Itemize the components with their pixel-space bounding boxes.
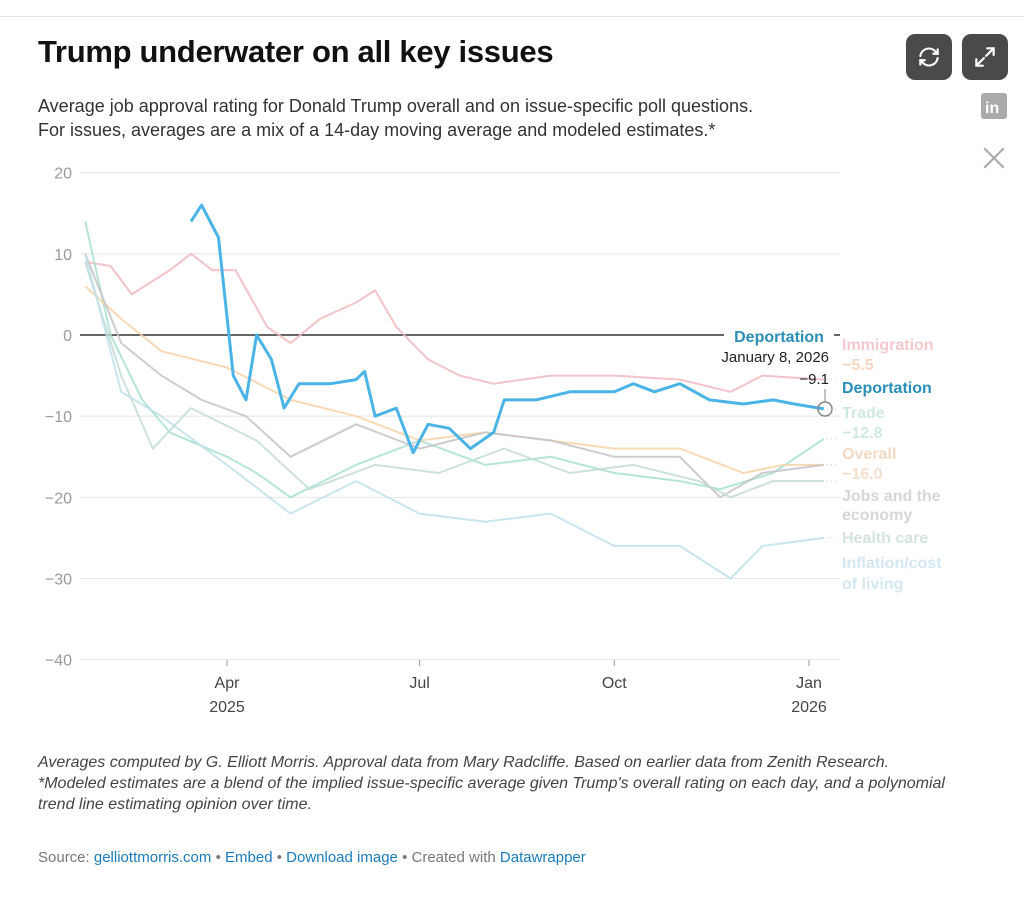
- y-tick-label: 20: [54, 166, 72, 183]
- x-tick-label: Apr: [215, 675, 241, 692]
- annotation-series: Deportation: [734, 329, 824, 346]
- x-share-button[interactable]: [980, 144, 1008, 172]
- expand-button[interactable]: [962, 34, 1008, 80]
- refresh-icon: [919, 47, 939, 67]
- subtitle-line: Average job approval rating for Donald T…: [38, 96, 754, 116]
- expand-icon: [975, 47, 995, 67]
- annotation: Deportation January 8, 2026 −9.1: [721, 325, 840, 417]
- source-label: Source:: [38, 849, 90, 866]
- series-line-trade: [84, 221, 825, 499]
- x-icon: [983, 147, 1005, 169]
- separator: •: [276, 849, 282, 866]
- y-tick-label: −20: [45, 490, 72, 507]
- linkedin-icon: in: [981, 93, 1007, 119]
- annotation-date: January 8, 2026: [721, 349, 829, 366]
- embed-link[interactable]: Embed: [225, 849, 273, 866]
- series-line-inflation-cost-of-living: [84, 253, 824, 580]
- chart-subtitle: Average job approval rating for Donald T…: [38, 94, 958, 142]
- x-tick-label: Oct: [602, 675, 627, 692]
- source-line: Source: gelliottmorris.com • Embed • Dow…: [38, 849, 586, 866]
- x-tick-year: 2026: [791, 699, 827, 716]
- subtitle-line: For issues, averages are a mix of a 14-d…: [38, 120, 716, 140]
- label-overall: Overall: [842, 446, 896, 463]
- source-link[interactable]: gelliottmorris.com: [93, 849, 212, 866]
- datawrapper-link[interactable]: Datawrapper: [499, 849, 586, 866]
- y-tick-label: 0: [63, 328, 72, 345]
- note: Averages computed by G. Elliott Morris. …: [38, 754, 890, 771]
- label-jobs-2: economy: [842, 507, 912, 524]
- x-tick-label: Jul: [409, 675, 429, 692]
- refresh-button[interactable]: [906, 34, 952, 80]
- svg-text:in: in: [985, 100, 999, 117]
- x-tick-year: 2025: [209, 699, 245, 716]
- chart-title: Trump underwater on all key issues: [38, 34, 554, 69]
- series-line-deportation: [189, 203, 825, 455]
- label-deportation: Deportation: [842, 380, 932, 397]
- download-image-link[interactable]: Download image: [286, 849, 398, 866]
- y-tick-label: −40: [45, 653, 72, 670]
- series-line-health-care: [84, 261, 824, 499]
- y-tick-label: −10: [45, 409, 72, 426]
- label-immigration-value: −5.5: [842, 357, 874, 374]
- annotation-value: −9.1: [799, 371, 829, 388]
- separator: •: [402, 849, 408, 866]
- label-inflation-2: of living: [842, 576, 903, 593]
- series-labels: Immigration −5.5 Deportation Trade −12.8…: [842, 337, 942, 593]
- label-immigration: Immigration: [842, 337, 934, 354]
- divider: [0, 16, 1024, 17]
- footnotes: Averages computed by G. Elliott Morris. …: [38, 752, 978, 815]
- label-inflation: Inflation/cost: [842, 555, 942, 572]
- linkedin-button[interactable]: in: [980, 92, 1008, 120]
- separator: •: [215, 849, 221, 866]
- y-tick-label: 10: [54, 247, 72, 264]
- label-jobs: Jobs and the: [842, 488, 941, 505]
- series-line-overall: [84, 285, 824, 474]
- y-tick-label: −30: [45, 572, 72, 589]
- created-with: Created with: [411, 849, 496, 866]
- note: *Modeled estimates are a blend of the im…: [38, 775, 945, 813]
- label-trade: Trade: [842, 405, 885, 422]
- label-health-care: Health care: [842, 530, 928, 547]
- label-overall-value: −16.0: [842, 466, 883, 483]
- x-tick-label: Jan: [796, 675, 822, 692]
- label-trade-value: −12.8: [842, 425, 883, 442]
- series-line-immigration: [85, 252, 824, 393]
- annotation-marker: [817, 401, 833, 417]
- series-line-jobs-and-the-economy: [84, 253, 824, 499]
